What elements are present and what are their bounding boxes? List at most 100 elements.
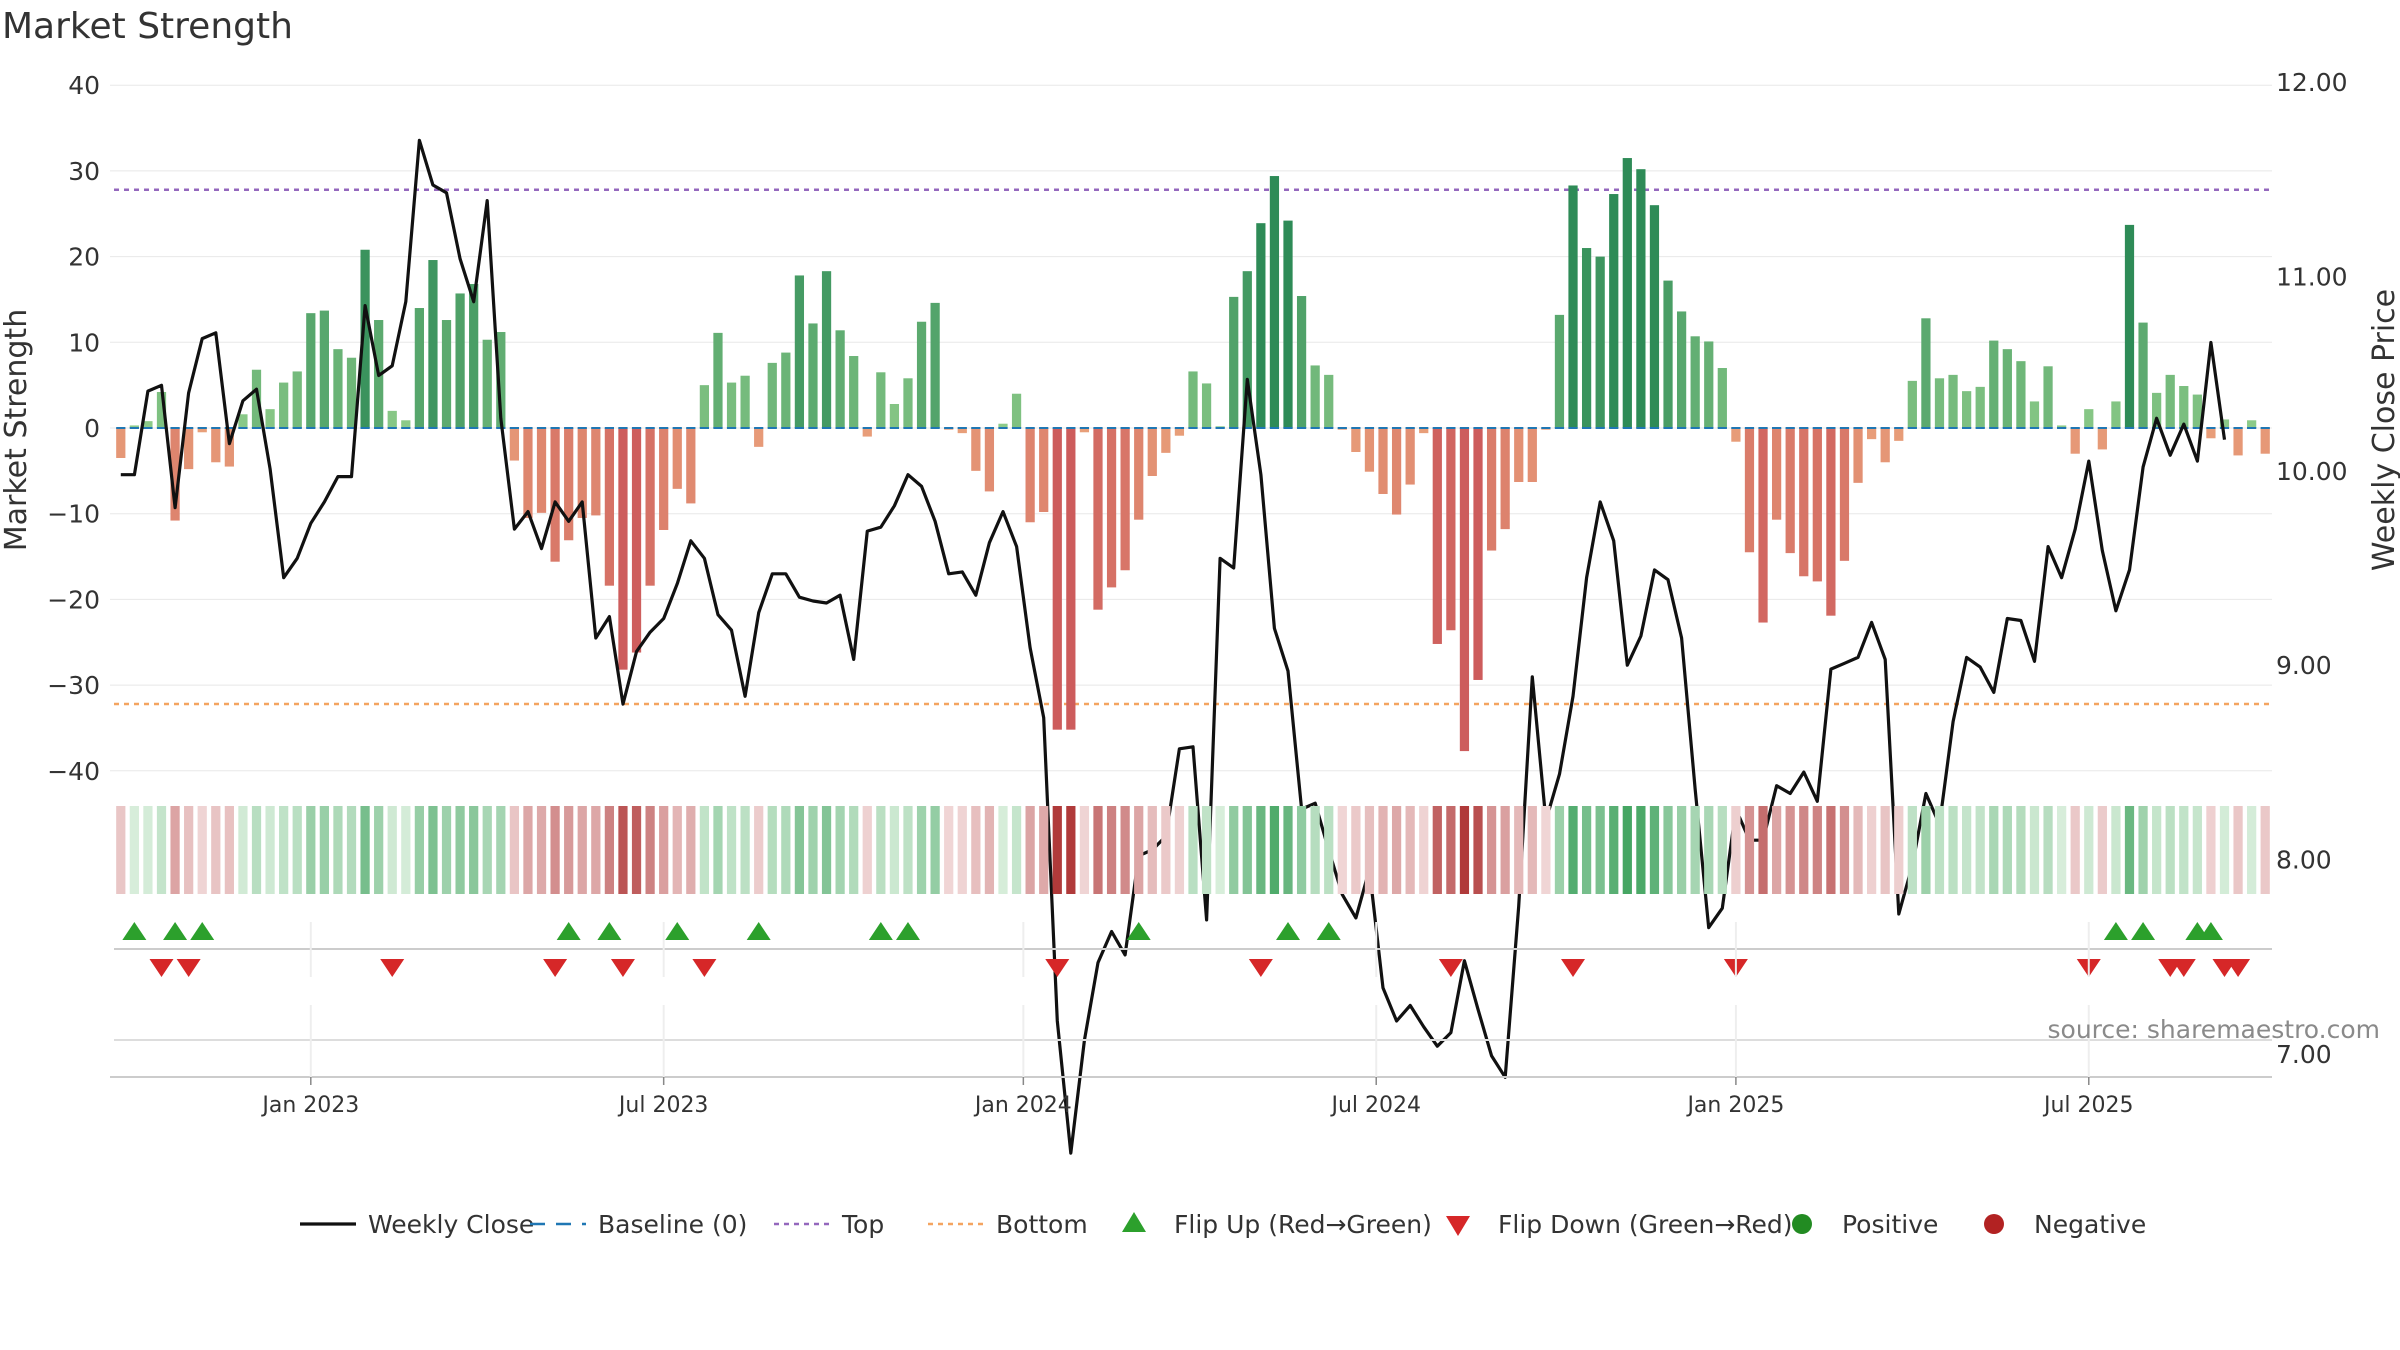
strip-cell	[2138, 806, 2148, 894]
strength-bar	[2070, 428, 2080, 454]
strip-cell	[2097, 806, 2107, 894]
strip-cell	[862, 806, 872, 894]
strip-cell	[1948, 806, 1958, 894]
date-axis-panel: Jan 2023 Jul 2023 Jan 2024 Jul 2024 Jan 2025…	[110, 922, 2272, 1118]
strength-bar	[319, 310, 329, 428]
strength-bar	[930, 302, 940, 428]
strip-cell	[740, 806, 750, 894]
strip-cell	[1473, 806, 1483, 894]
strip-cell	[1106, 806, 1117, 894]
strength-bar	[2247, 420, 2257, 428]
flip-down-marker	[2171, 959, 2196, 977]
flip-down-marker	[176, 959, 201, 977]
strip-cell	[1242, 806, 1252, 894]
strength-bar	[496, 332, 506, 428]
strip-cell	[1744, 806, 1755, 894]
strength-bar	[1853, 428, 1863, 483]
strength-bar	[591, 428, 601, 516]
strength-bar	[279, 382, 289, 428]
left-tick-label: −30	[47, 671, 100, 700]
strip-cell	[2029, 806, 2040, 894]
strip-cell	[564, 806, 574, 894]
strength-bar	[1934, 378, 1945, 428]
left-tick-label: −20	[47, 585, 100, 614]
strip-cell	[428, 806, 438, 894]
strip-cell	[1174, 806, 1185, 894]
strip-cell	[1826, 806, 1836, 894]
reference-lines	[114, 188, 2272, 706]
strength-bar	[1744, 428, 1755, 553]
strength-bar	[1799, 428, 1809, 577]
strength-bar	[211, 428, 221, 463]
strength-bar	[631, 428, 642, 653]
strip-cell	[971, 806, 981, 894]
strip-cell	[645, 806, 655, 894]
strip-cell	[1554, 806, 1565, 894]
strength-bar	[1066, 428, 1076, 730]
flip-down-marker	[1045, 959, 1070, 977]
strip-cell	[2111, 806, 2121, 894]
strength-bar	[754, 428, 764, 447]
strip-cell	[143, 806, 153, 894]
flip-down-marker	[610, 959, 635, 977]
strip-cell	[1663, 806, 1673, 894]
strength-bar	[1989, 340, 1999, 428]
strength-bar	[564, 428, 574, 541]
strip-cell	[1405, 806, 1415, 894]
strip-cell	[333, 806, 343, 894]
strip-cell	[1296, 806, 1307, 894]
flip-down-marker	[692, 959, 717, 977]
strength-bar	[1256, 223, 1266, 428]
legend-item: Weekly Close	[300, 1210, 534, 1239]
strip-cell	[550, 806, 560, 894]
flip-down-marker	[1248, 959, 1273, 977]
weekly-close-line	[120, 138, 2227, 1155]
strip-cell	[455, 806, 465, 894]
strength-bar	[1622, 158, 1632, 429]
flip-down-marker	[149, 959, 174, 977]
strength-bar	[1758, 428, 1768, 623]
left-tick-label: 30	[68, 157, 100, 186]
strip-cell	[1120, 806, 1130, 894]
strength-bar	[1039, 428, 1049, 512]
strip-cell	[1609, 806, 1619, 894]
strip-cell	[1351, 806, 1361, 894]
source-note: source: sharemaestro.com	[2048, 1015, 2381, 1044]
strip-cell	[591, 806, 601, 894]
strip-cell	[292, 806, 302, 894]
strength-bar	[821, 271, 832, 428]
left-tick-label: 20	[68, 243, 100, 272]
strip-cell	[2070, 806, 2080, 894]
strength-bar	[971, 428, 981, 471]
strip-cell	[659, 806, 669, 894]
strip-cell	[849, 806, 859, 894]
legend-label: Bottom	[996, 1210, 1088, 1239]
strength-bar	[1771, 428, 1782, 520]
legend-label: Positive	[1842, 1210, 1938, 1239]
strip-cell	[1446, 806, 1456, 894]
left-axis-ticks: 40 30 20 10 0 −10 −20 −30 −40	[47, 71, 100, 786]
strength-bar	[1880, 428, 1890, 463]
strength-bar	[1324, 374, 1334, 428]
strip-cell	[1704, 806, 1714, 894]
strength-bar	[238, 414, 248, 428]
strength-bar	[740, 375, 750, 428]
strength-bar	[441, 320, 452, 428]
legend-swatch	[1122, 1212, 1146, 1232]
strip-cell	[346, 806, 357, 894]
strip-cell	[1147, 806, 1157, 894]
strip-cell	[441, 806, 452, 894]
strip-cell	[536, 806, 547, 894]
strip-cell	[726, 806, 737, 894]
strength-bar	[916, 321, 927, 428]
strength-bar	[2016, 361, 2026, 428]
strip-cell	[1785, 806, 1795, 894]
strip-cell	[279, 806, 289, 894]
strength-bar	[156, 392, 167, 428]
strip-cell	[2247, 806, 2257, 894]
strength-bar	[1717, 368, 1727, 428]
left-axis-title: Market Strength	[0, 309, 34, 551]
strip-cell	[835, 806, 845, 894]
legend-label: Top	[841, 1210, 884, 1239]
weekly-close-series	[120, 138, 2227, 1155]
